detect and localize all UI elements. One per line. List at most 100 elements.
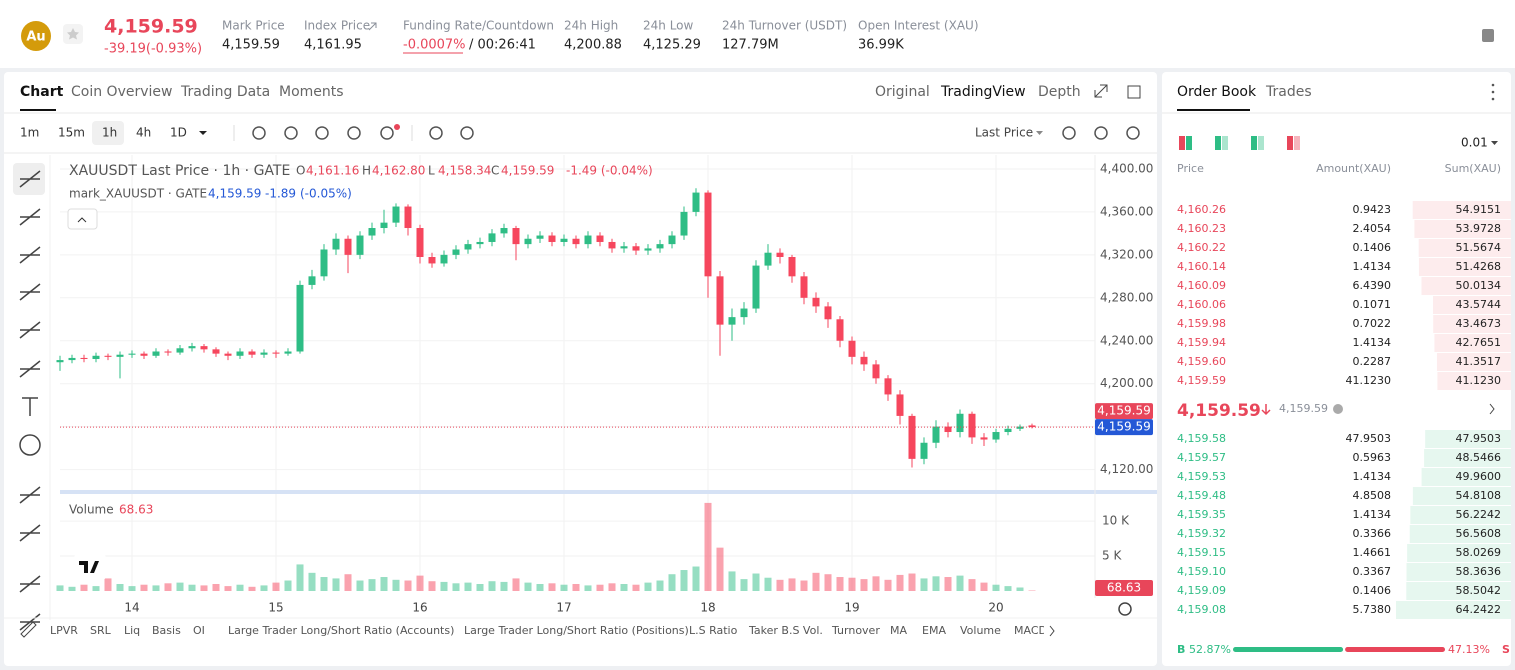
interval[interactable]: 1h — [102, 126, 117, 140]
tool-icon[interactable] — [19, 613, 41, 631]
settings-icon[interactable] — [1118, 602, 1132, 616]
volume-bar — [68, 586, 76, 591]
toolbar-icon[interactable] — [460, 126, 474, 140]
depth-bar — [1425, 430, 1511, 448]
toolbar-icon[interactable] — [1126, 126, 1140, 140]
price: 4,159.10 — [1177, 565, 1226, 578]
view-tab[interactable]: Depth — [1038, 84, 1081, 100]
price: 4,159.48 — [1177, 489, 1226, 502]
toolbar-icon[interactable] — [1062, 126, 1076, 140]
price-source[interactable]: Last Price — [975, 126, 1033, 140]
candle-body — [908, 415, 916, 459]
indicator[interactable]: Basis — [152, 624, 181, 637]
volume-bar — [308, 572, 316, 591]
y-tick-label: 4,400.00 — [1100, 161, 1153, 175]
indicator[interactable]: Liq — [124, 624, 140, 637]
indicator[interactable]: L.S Ratio — [689, 624, 738, 637]
label: 4,159.59 — [104, 16, 198, 38]
toolbar-icon[interactable] — [347, 126, 361, 140]
volume-bar — [344, 574, 352, 591]
volume-bar — [1004, 586, 1012, 591]
tool-icon[interactable] — [19, 283, 41, 301]
price: 4,160.09 — [1177, 279, 1226, 292]
indicator[interactable]: Turnover — [831, 624, 880, 637]
tab[interactable]: Order Book — [1177, 84, 1257, 100]
toolbar-icon[interactable] — [252, 126, 266, 140]
tool-icon[interactable] — [19, 360, 41, 378]
indicator[interactable]: SRL — [90, 624, 112, 637]
window-icon[interactable] — [1127, 85, 1141, 99]
volume-bar — [524, 582, 532, 591]
tool-icon[interactable] — [19, 208, 41, 226]
candle-body — [224, 353, 232, 356]
candle-body — [464, 244, 472, 250]
candle-body — [260, 352, 268, 355]
indicator[interactable]: MACD — [1014, 624, 1047, 637]
y-tick-label: 4,280.00 — [1100, 290, 1153, 304]
amount: 0.1406 — [1353, 584, 1392, 597]
volume-bar — [740, 579, 748, 591]
candle-body — [836, 319, 844, 341]
interval[interactable]: 15m — [58, 126, 85, 140]
layout-icon — [1179, 136, 1185, 150]
tab[interactable]: Moments — [279, 84, 344, 100]
sum: 56.5608 — [1456, 527, 1502, 540]
candle-body — [848, 340, 856, 357]
tab[interactable]: Trading Data — [180, 84, 270, 100]
volume-bar — [656, 580, 664, 591]
indicator[interactable]: Large Trader Long/Short Ratio (Positions… — [464, 624, 689, 637]
scroll-arrow[interactable] — [1049, 625, 1055, 637]
indicator[interactable]: LPVR — [50, 624, 78, 637]
indicator[interactable]: Volume — [960, 624, 1001, 637]
candle-body — [536, 235, 544, 239]
indicator[interactable]: EMA — [922, 624, 946, 637]
candle-body — [788, 257, 796, 277]
interval[interactable]: 4h — [136, 126, 151, 140]
interval[interactable]: 1D — [170, 126, 187, 140]
candle-body — [380, 222, 388, 229]
indicator[interactable]: Taker B.S Vol. — [748, 624, 823, 637]
price: 4,159.59 — [1177, 374, 1226, 387]
label: Price — [1177, 162, 1204, 175]
candle-body — [416, 228, 424, 258]
tool-icon[interactable] — [22, 397, 38, 416]
expand-icon[interactable] — [1094, 84, 1108, 98]
tool-icon[interactable] — [19, 321, 41, 339]
tab[interactable]: Trades — [1265, 84, 1312, 100]
label[interactable]: 0.01 — [1461, 136, 1488, 150]
volume-bar — [488, 581, 496, 591]
toolbar-icon[interactable] — [1094, 126, 1108, 140]
sum: 58.3636 — [1456, 565, 1502, 578]
tab[interactable]: Coin Overview — [71, 84, 172, 100]
candle-body — [284, 351, 292, 354]
tab[interactable]: Chart — [20, 84, 64, 100]
candle-body — [176, 348, 184, 353]
tool-icon[interactable] — [19, 524, 41, 542]
price: 4,159.32 — [1177, 527, 1226, 540]
tool-icon[interactable] — [19, 434, 41, 456]
chevron[interactable] — [1489, 403, 1495, 415]
pencil-icon[interactable] — [20, 621, 37, 638]
tool-icon[interactable] — [19, 486, 41, 504]
volume-bar — [152, 585, 160, 591]
volume-bar — [956, 575, 964, 591]
toolbar-icon[interactable] — [429, 126, 443, 140]
tool-icon[interactable] — [19, 170, 41, 188]
candle-body — [1028, 425, 1036, 428]
view-tab[interactable]: Original — [875, 84, 930, 100]
amount: 1.4134 — [1353, 260, 1392, 273]
indicator[interactable]: OI — [193, 624, 205, 637]
candle-body — [680, 211, 688, 236]
toolbar-icon[interactable] — [315, 126, 329, 140]
legend-title: XAUUSDT Last Price · 1h · GATE — [69, 163, 290, 179]
interval[interactable]: 1m — [20, 126, 39, 140]
tool-icon[interactable] — [19, 575, 41, 593]
toolbar-icon[interactable] — [380, 126, 394, 140]
x-tick-label: 18 — [700, 601, 715, 615]
indicator[interactable]: MA — [890, 624, 907, 637]
view-tab[interactable]: TradingView — [940, 84, 1026, 100]
toolbar-icon[interactable] — [284, 126, 298, 140]
tool-icon[interactable] — [19, 246, 41, 264]
indicator[interactable]: Large Trader Long/Short Ratio (Accounts) — [228, 624, 454, 637]
